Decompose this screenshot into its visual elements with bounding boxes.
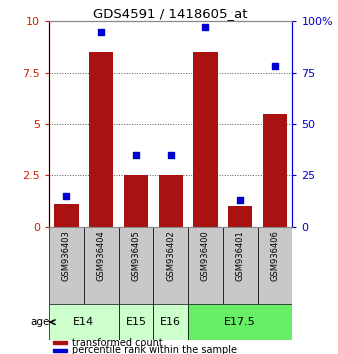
Title: GDS4591 / 1418605_at: GDS4591 / 1418605_at [93, 7, 248, 20]
Bar [124, 175, 148, 227]
Bar [52, 349, 67, 352]
Bar [119, 227, 153, 304]
Text: GSM936404: GSM936404 [97, 230, 106, 281]
Bar [188, 304, 292, 340]
Text: GSM936406: GSM936406 [270, 230, 280, 281]
Text: E17.5: E17.5 [224, 317, 256, 327]
Bar [228, 206, 252, 227]
Text: GSM936403: GSM936403 [62, 230, 71, 281]
Point [133, 152, 139, 158]
Bar [54, 204, 78, 227]
Text: E15: E15 [125, 317, 146, 327]
Point [64, 193, 69, 199]
Text: transformed count: transformed count [72, 338, 163, 348]
Bar [49, 304, 119, 340]
Point [168, 152, 173, 158]
Text: GSM936402: GSM936402 [166, 230, 175, 281]
Bar [84, 227, 119, 304]
Bar [153, 227, 188, 304]
Bar [188, 227, 223, 304]
Text: GSM936401: GSM936401 [236, 230, 245, 281]
Text: E14: E14 [73, 317, 94, 327]
Bar [263, 114, 287, 227]
Bar [159, 175, 183, 227]
Text: GSM936400: GSM936400 [201, 230, 210, 281]
Bar [89, 52, 113, 227]
Bar [49, 227, 84, 304]
Point [203, 24, 208, 30]
Bar [258, 227, 292, 304]
Bar [119, 304, 153, 340]
Text: age: age [30, 317, 50, 327]
Point [238, 197, 243, 203]
Text: percentile rank within the sample: percentile rank within the sample [72, 346, 237, 354]
Text: E16: E16 [160, 317, 181, 327]
Bar [153, 304, 188, 340]
Text: GSM936405: GSM936405 [131, 230, 140, 281]
Bar [52, 341, 67, 344]
Point [272, 64, 278, 69]
Bar [193, 52, 218, 227]
Point [98, 29, 104, 34]
Bar [223, 227, 258, 304]
